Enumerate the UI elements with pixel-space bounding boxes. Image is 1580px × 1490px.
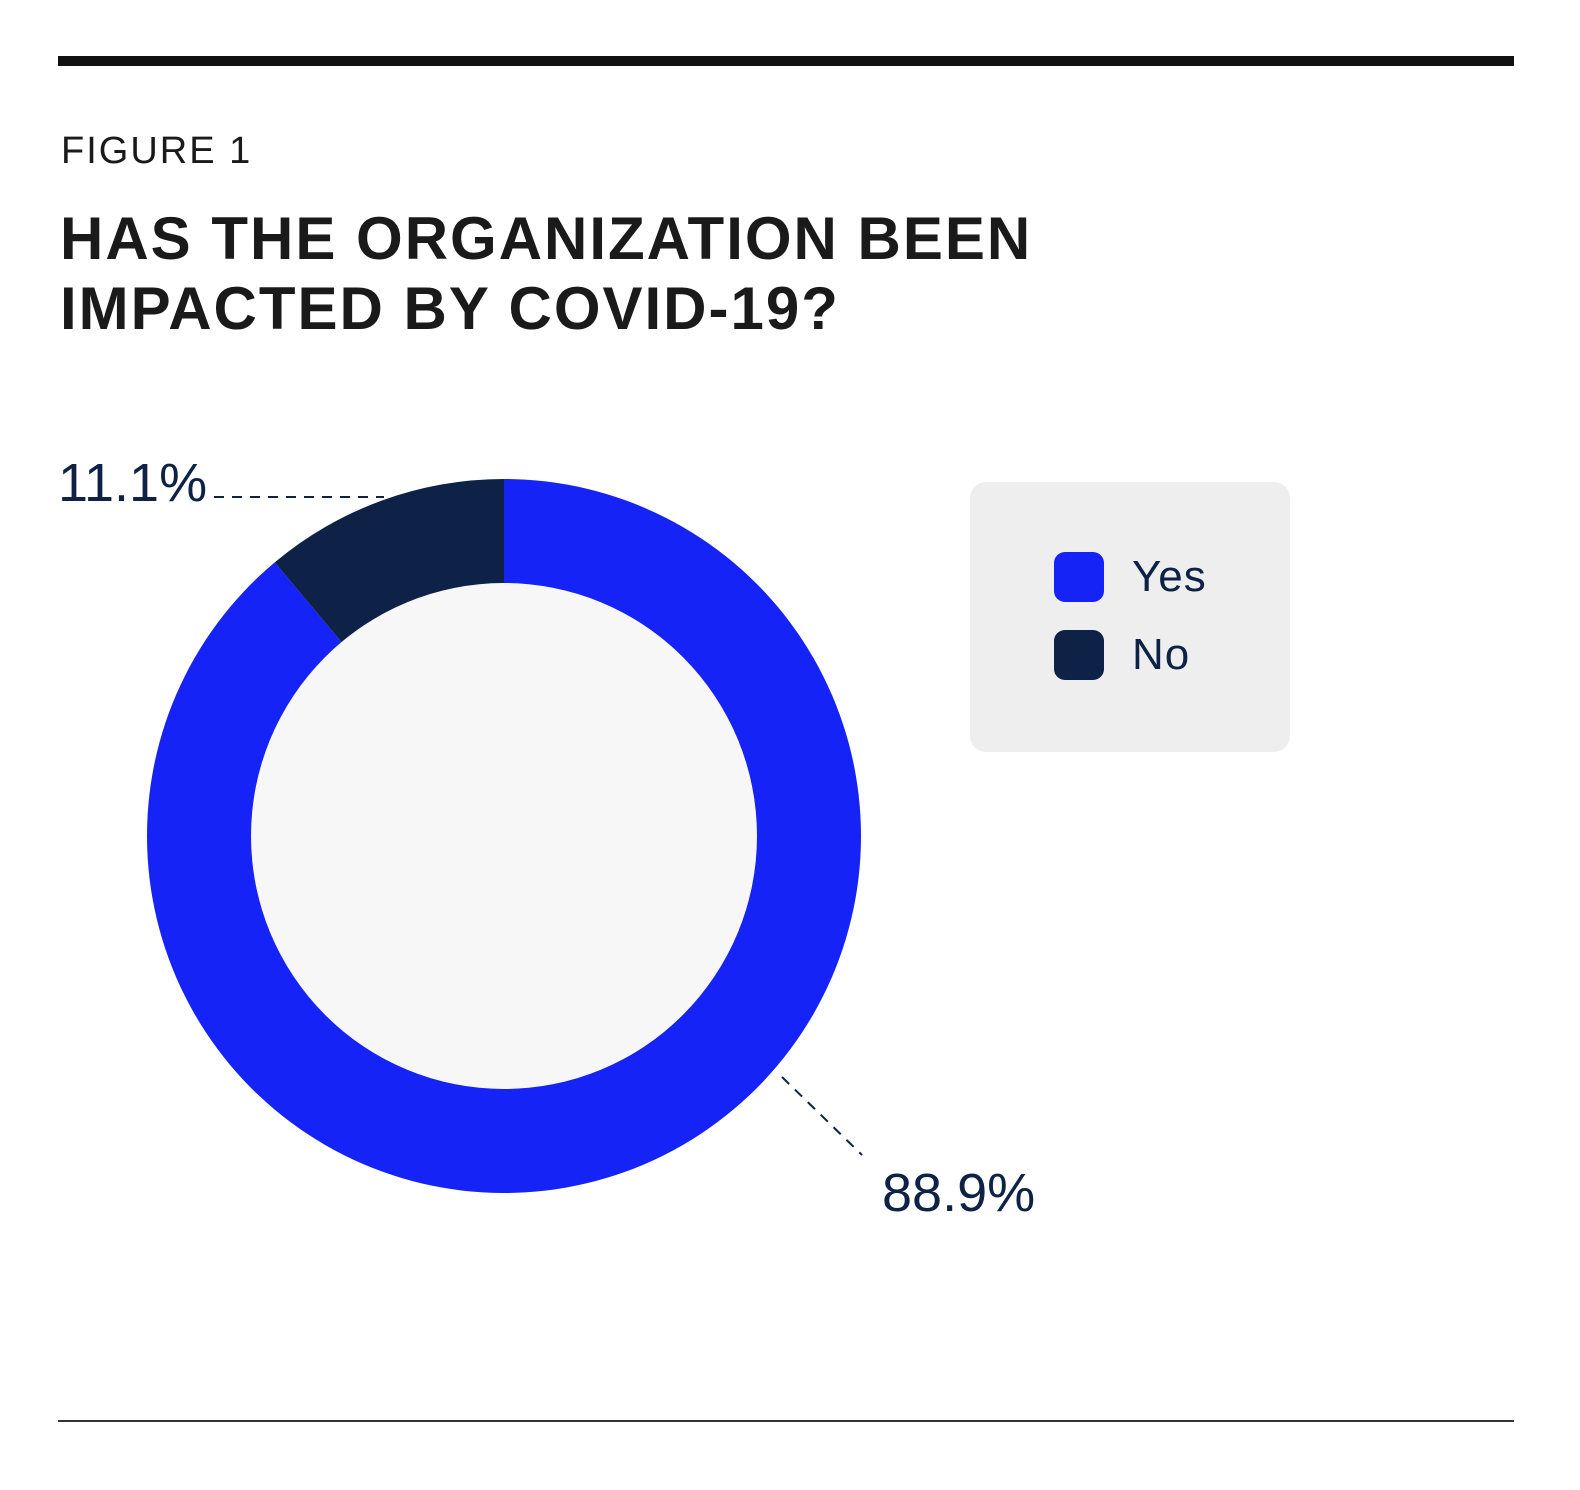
chart-title: HAS THE ORGANIZATION BEEN IMPACTED BY CO… [60, 204, 1160, 344]
legend-label-yes: Yes [1132, 552, 1207, 601]
legend-item-no: No [1054, 630, 1190, 680]
chart-title-line-2: IMPACTED BY COVID-19? [60, 275, 840, 342]
legend-swatch-no [1054, 630, 1104, 680]
legend-item-yes: Yes [1054, 552, 1207, 602]
data-label-yes: 88.9% [882, 1163, 1036, 1223]
legend: Yes No [970, 482, 1290, 752]
bottom-rule [58, 1420, 1514, 1422]
top-rule [58, 56, 1514, 66]
legend-swatch-yes [1054, 552, 1104, 602]
donut-hole [251, 583, 757, 1089]
leader-line-yes [781, 1076, 863, 1156]
figure-label: FIGURE 1 [61, 130, 253, 172]
data-label-no: 11.1% [58, 453, 208, 513]
legend-label-no: No [1132, 630, 1191, 679]
chart-title-line-1: HAS THE ORGANIZATION BEEN [60, 205, 1033, 272]
